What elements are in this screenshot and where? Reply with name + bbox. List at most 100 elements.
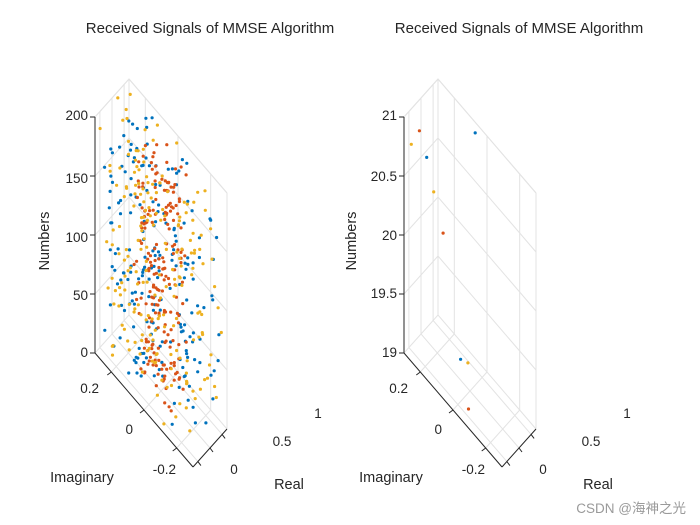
x-tick (506, 461, 511, 466)
data-point (151, 342, 155, 346)
watermark: CSDN @海神之光 (576, 501, 686, 516)
data-point (168, 345, 172, 349)
data-point (213, 285, 217, 289)
data-point (177, 199, 182, 204)
data-point (116, 96, 120, 100)
x-tick-label: 1 (314, 406, 322, 421)
data-point (186, 256, 190, 260)
data-point (152, 272, 156, 276)
data-point (128, 92, 132, 96)
z-tick-label: 19 (382, 345, 397, 360)
data-point (157, 314, 161, 318)
subplot-left: Received Signals of MMSE Algorithm 200 1… (37, 20, 334, 493)
data-point (191, 231, 195, 235)
data-point (134, 355, 138, 359)
chart-title: Received Signals of MMSE Algorithm (395, 20, 643, 37)
data-point (167, 405, 171, 409)
data-point (119, 198, 123, 203)
data-point (157, 269, 161, 273)
data-point (176, 224, 180, 228)
data-point (146, 362, 150, 366)
data-point (148, 209, 152, 213)
data-point (113, 252, 117, 256)
data-point (174, 264, 178, 268)
data-point (171, 339, 175, 343)
data-point (179, 325, 183, 329)
data-point (138, 203, 142, 207)
y-tick (172, 447, 177, 452)
data-point (132, 358, 136, 362)
data-point (122, 134, 126, 138)
data-point (154, 191, 158, 195)
data-point (185, 161, 189, 165)
data-point (146, 314, 150, 318)
grid-line (437, 78, 537, 194)
data-point (184, 173, 188, 177)
data-point (154, 197, 158, 202)
data-point (173, 183, 177, 187)
data-point (135, 259, 139, 263)
data-point (181, 365, 185, 370)
data-point (169, 328, 173, 332)
data-point (156, 372, 160, 376)
data-point (139, 247, 143, 251)
data-point (177, 169, 181, 173)
data-point (186, 398, 190, 402)
data-point (144, 259, 148, 263)
data-point (174, 283, 178, 287)
data-point (107, 206, 111, 210)
data-point (132, 325, 136, 329)
x-tick-label: 0 (230, 462, 238, 477)
data-point (185, 298, 189, 302)
y-tick-label: -0.2 (153, 462, 176, 477)
data-point (164, 285, 168, 289)
data-point (108, 248, 112, 252)
data-point (153, 185, 157, 190)
z-tick-label: 50 (73, 288, 88, 303)
data-point (163, 210, 167, 214)
data-point (150, 347, 154, 351)
data-point (184, 340, 188, 344)
data-point (141, 181, 145, 185)
grid-line (111, 98, 211, 449)
data-point (191, 338, 196, 342)
data-point (156, 276, 160, 280)
data-point (165, 385, 169, 389)
data-point (132, 302, 136, 306)
data-point (144, 318, 148, 322)
data-point (201, 332, 205, 337)
data-point (141, 268, 145, 272)
data-point (170, 258, 174, 262)
z-tick-label: 100 (65, 230, 88, 245)
data-point (130, 299, 134, 303)
data-point (163, 325, 167, 329)
data-point (180, 280, 184, 284)
data-point (181, 302, 185, 306)
data-point (219, 330, 223, 335)
data-point (140, 274, 144, 278)
data-point (133, 290, 137, 294)
grid-line (128, 78, 228, 194)
data-point (417, 129, 421, 133)
data-point (132, 170, 137, 174)
data-point (181, 387, 185, 391)
data-point (174, 415, 178, 419)
data-point (190, 311, 194, 315)
data-point (141, 215, 146, 219)
data-point (177, 219, 181, 223)
data-point (185, 381, 189, 385)
data-point (174, 203, 178, 208)
data-point (191, 266, 195, 270)
data-point (152, 374, 156, 378)
data-point (178, 276, 182, 280)
data-point (192, 200, 196, 204)
data-point (160, 378, 164, 382)
grid (403, 78, 537, 462)
data-point (193, 421, 197, 425)
data-point (98, 126, 102, 131)
data-point (157, 257, 161, 261)
data-point (117, 252, 121, 256)
data-point (143, 255, 147, 259)
data-point (109, 147, 113, 151)
